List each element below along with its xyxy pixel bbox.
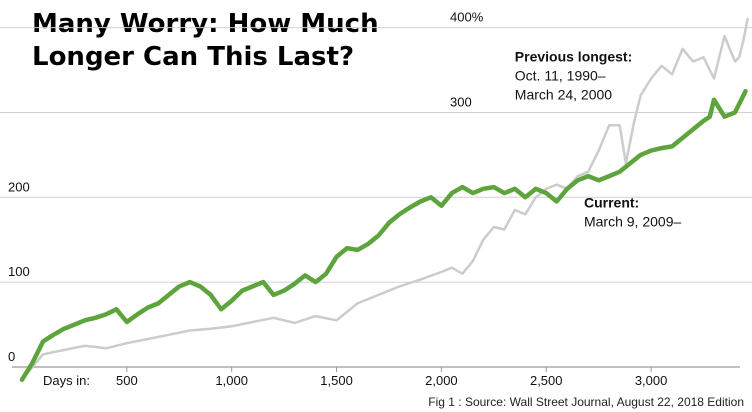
grid-lines — [0, 27, 752, 372]
x-tick-label: 2,500 — [530, 373, 563, 388]
series-line-previous — [20, 17, 749, 381]
y-tick-label: 300 — [450, 94, 472, 109]
x-tick-label: 1,000 — [215, 373, 248, 388]
y-tick-label: 100 — [8, 264, 30, 279]
annotations: Previous longest: Oct. 11, 1990– March 24,… — [515, 49, 682, 230]
x-tick-label: 500 — [116, 373, 138, 388]
y-tick-labels: 0 100 200 300 400% — [8, 10, 484, 364]
annotation-line: March 24, 2000 — [515, 87, 612, 103]
series-lines — [19, 17, 749, 382]
chart-title: Many Worry: How Much Longer Can This Las… — [32, 9, 379, 72]
series-line-current — [19, 88, 748, 382]
annotation-previous: Previous longest: Oct. 11, 1990– March 24,… — [515, 49, 632, 103]
y-tick-label: 400% — [450, 10, 484, 25]
y-tick-label: 0 — [8, 349, 15, 364]
y-tick-label: 200 — [8, 179, 30, 194]
x-axis-label: Days in: — [43, 373, 90, 388]
annotation-line: Oct. 11, 1990– — [515, 68, 606, 84]
x-tick-label: 2,000 — [425, 373, 458, 388]
annotation-line: March 9, 2009– — [584, 213, 681, 229]
annotation-line: Current: — [584, 194, 639, 210]
annotation-line: Previous longest: — [515, 49, 632, 65]
x-tick-label: 3,000 — [635, 373, 668, 388]
annotation-current: Current: March 9, 2009– — [584, 194, 681, 229]
source-caption: Fig 1 : Source: Wall Street Journal, Aug… — [428, 395, 744, 409]
x-tick-labels: 500 1,000 1,500 2,000 2,500 3,000 — [116, 373, 667, 388]
x-tick-label: 1,500 — [320, 373, 353, 388]
